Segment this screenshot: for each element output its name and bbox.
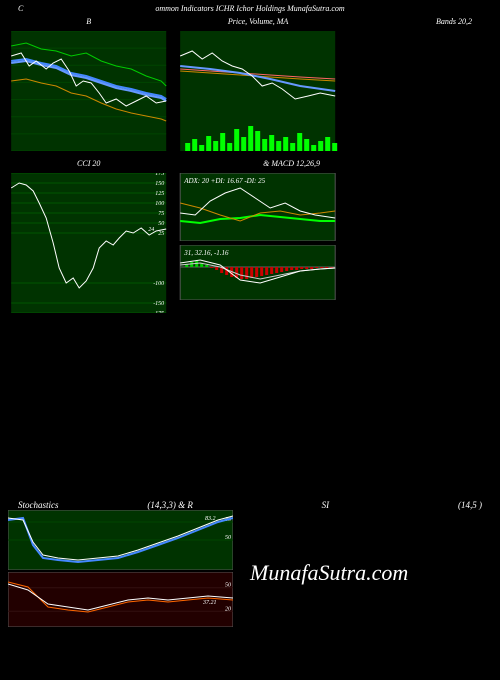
bb-title: B	[8, 17, 169, 29]
cci-title: CCI 20	[8, 159, 169, 171]
adx-macd-panel: ADX & MACD 12,26,9 ADX: 20 +DI: 16.67 -D…	[177, 159, 338, 313]
adx-chart: ADX: 20 +DI: 16.67 -DI: 25	[177, 173, 338, 241]
svg-text:100: 100	[155, 201, 164, 207]
stoch2-chart: 50 20 37.21	[8, 572, 233, 627]
price-panel: Price, Volume, MA	[177, 17, 338, 151]
svg-text:125: 125	[155, 191, 164, 197]
svg-text:50: 50	[225, 535, 231, 541]
bb-chart	[8, 31, 169, 151]
stoch1-chart: 805083.2	[8, 510, 233, 570]
svg-text:37.21: 37.21	[202, 600, 217, 606]
bb-panel: B	[8, 17, 169, 151]
watermark: MunafaSutra.com	[250, 560, 408, 586]
svg-text:ADX: 20 +DI: 16.67 -DI: 25: ADX: 20 +DI: 16.67 -DI: 25	[184, 177, 266, 185]
stoch-left: Stochastics	[18, 500, 59, 510]
svg-text:150: 150	[155, 181, 164, 187]
svg-text:75: 75	[158, 211, 164, 217]
bands-label-panel: Bands 20,2	[347, 17, 492, 151]
header-c-label: C	[18, 4, 23, 13]
adx-macd-title: ADX & MACD 12,26,9	[177, 159, 338, 171]
stoch-right: (14,5 )	[458, 500, 482, 510]
header-title: ommon Indicators ICHR Ichor Holdings Mun…	[155, 4, 344, 13]
svg-text:50: 50	[158, 221, 164, 227]
svg-text:-150: -150	[153, 301, 164, 307]
row-1: B Price, Volume, MA Bands 20,2	[0, 17, 500, 151]
row-2: CCI 20 175150125100755025-100-150-17524 …	[0, 159, 500, 313]
svg-text:50: 50	[225, 583, 231, 589]
svg-text:24: 24	[148, 226, 154, 233]
svg-text:-175: -175	[153, 311, 164, 313]
svg-text:-100: -100	[153, 281, 164, 287]
price-title: Price, Volume, MA	[177, 17, 338, 29]
macd-chart: 31, 32.16, -1.16	[177, 245, 338, 300]
price-chart	[177, 31, 338, 151]
stoch-title-row: Stochastics (14,3,3) & R SI (14,5 )	[8, 500, 492, 510]
spacer-r2	[347, 159, 492, 313]
stoch-mid: (14,3,3) & R	[147, 500, 193, 510]
svg-text:31, 32.16, -1.16: 31, 32.16, -1.16	[184, 249, 230, 257]
svg-text:175: 175	[155, 173, 164, 177]
cci-chart: 175 150 125 100 75 50 25 -100 -150 -175 24	[8, 173, 169, 313]
stoch-si: SI	[322, 500, 330, 510]
cci-panel: CCI 20 175 150 125 100 75 50 25 -100 -150 -175 24	[8, 159, 169, 313]
svg-text:83.2: 83.2	[205, 516, 216, 522]
svg-text:20: 20	[225, 606, 231, 612]
bands-label: Bands 20,2	[347, 17, 492, 29]
page-header: C ommon Indicators ICHR Ichor Holdings M…	[0, 0, 500, 17]
svg-text:25: 25	[158, 231, 164, 237]
